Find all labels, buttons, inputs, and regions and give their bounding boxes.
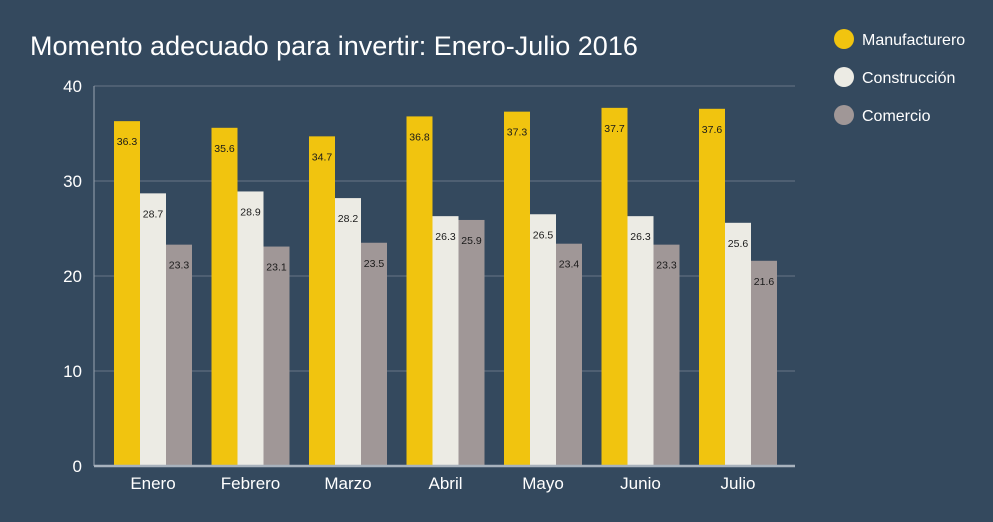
legend-label: Comercio — [862, 108, 931, 125]
legend-label: Manufacturero — [862, 32, 965, 49]
x-axis: Enero Febrero Marzo Abril Mayo Junio Julio — [93, 86, 795, 493]
x-tick-label: Mayo — [522, 474, 564, 493]
legend-swatch — [834, 105, 854, 125]
bars — [114, 107, 777, 467]
bar[interactable] — [751, 260, 777, 466]
bar[interactable] — [458, 219, 485, 466]
x-tick-label: Abril — [428, 474, 462, 493]
bar[interactable] — [263, 246, 290, 466]
data-labels: 36.3 28.7 23.3 35.6 28.9 23.1 34.7 28.2 23.5 36.8… — [117, 123, 775, 288]
data-label: 28.9 — [240, 206, 261, 218]
y-axis-ticks: 0 10 20 30 40 — [63, 77, 82, 476]
data-label: 26.5 — [533, 229, 554, 241]
data-label: 25.9 — [461, 235, 482, 247]
chart-title: Momento adecuado para invertir: Enero-Ju… — [30, 31, 638, 61]
data-label: 23.5 — [364, 258, 385, 270]
data-label: 23.3 — [656, 260, 677, 272]
bar[interactable] — [653, 244, 680, 466]
data-label: 23.3 — [169, 260, 190, 272]
data-label: 28.7 — [143, 208, 164, 220]
legend[interactable]: Manufacturero Construcción Comercio — [834, 29, 965, 125]
data-label: 37.6 — [702, 124, 723, 136]
bar[interactable] — [114, 121, 140, 467]
bar[interactable] — [237, 191, 264, 466]
bar[interactable] — [406, 116, 433, 467]
data-label: 37.3 — [507, 127, 528, 139]
x-tick-label: Junio — [620, 474, 661, 493]
bar[interactable] — [601, 107, 628, 466]
x-tick-label: Enero — [130, 474, 175, 493]
legend-label: Construcción — [862, 70, 955, 87]
bar[interactable] — [309, 136, 335, 466]
bar[interactable] — [361, 242, 387, 466]
legend-item[interactable]: Comercio — [834, 105, 931, 125]
x-tick-label: Marzo — [324, 474, 371, 493]
data-label: 37.7 — [604, 123, 625, 135]
bar[interactable] — [335, 198, 361, 466]
bar[interactable] — [504, 111, 530, 467]
y-tick-label: 30 — [63, 172, 82, 191]
data-label: 23.4 — [559, 259, 580, 271]
y-tick-label: 0 — [73, 457, 82, 476]
data-label: 34.7 — [312, 151, 333, 163]
legend-item[interactable]: Manufacturero — [834, 29, 965, 49]
y-tick-label: 20 — [63, 267, 82, 286]
x-tick-label: Febrero — [221, 474, 281, 493]
data-label: 21.6 — [754, 276, 775, 288]
bar[interactable] — [699, 108, 725, 467]
bar[interactable] — [530, 214, 556, 466]
legend-item[interactable]: Construcción — [834, 67, 955, 87]
data-label: 25.6 — [728, 238, 749, 250]
data-label: 35.6 — [214, 143, 235, 155]
bar[interactable] — [211, 127, 238, 467]
data-label: 36.8 — [409, 131, 430, 143]
legend-swatch — [834, 67, 854, 87]
bar[interactable] — [627, 216, 654, 466]
y-tick-label: 40 — [63, 77, 82, 96]
data-label: 26.3 — [435, 231, 456, 243]
bar[interactable] — [725, 222, 751, 466]
bar[interactable] — [556, 243, 582, 466]
x-tick-label: Julio — [721, 474, 756, 493]
data-label: 26.3 — [630, 231, 651, 243]
data-label: 36.3 — [117, 136, 138, 148]
legend-swatch — [834, 29, 854, 49]
data-label: 28.2 — [338, 213, 359, 225]
bar[interactable] — [166, 244, 192, 466]
bar[interactable] — [140, 193, 166, 466]
y-tick-label: 10 — [63, 362, 82, 381]
data-label: 23.1 — [266, 262, 287, 274]
bar[interactable] — [432, 216, 459, 466]
